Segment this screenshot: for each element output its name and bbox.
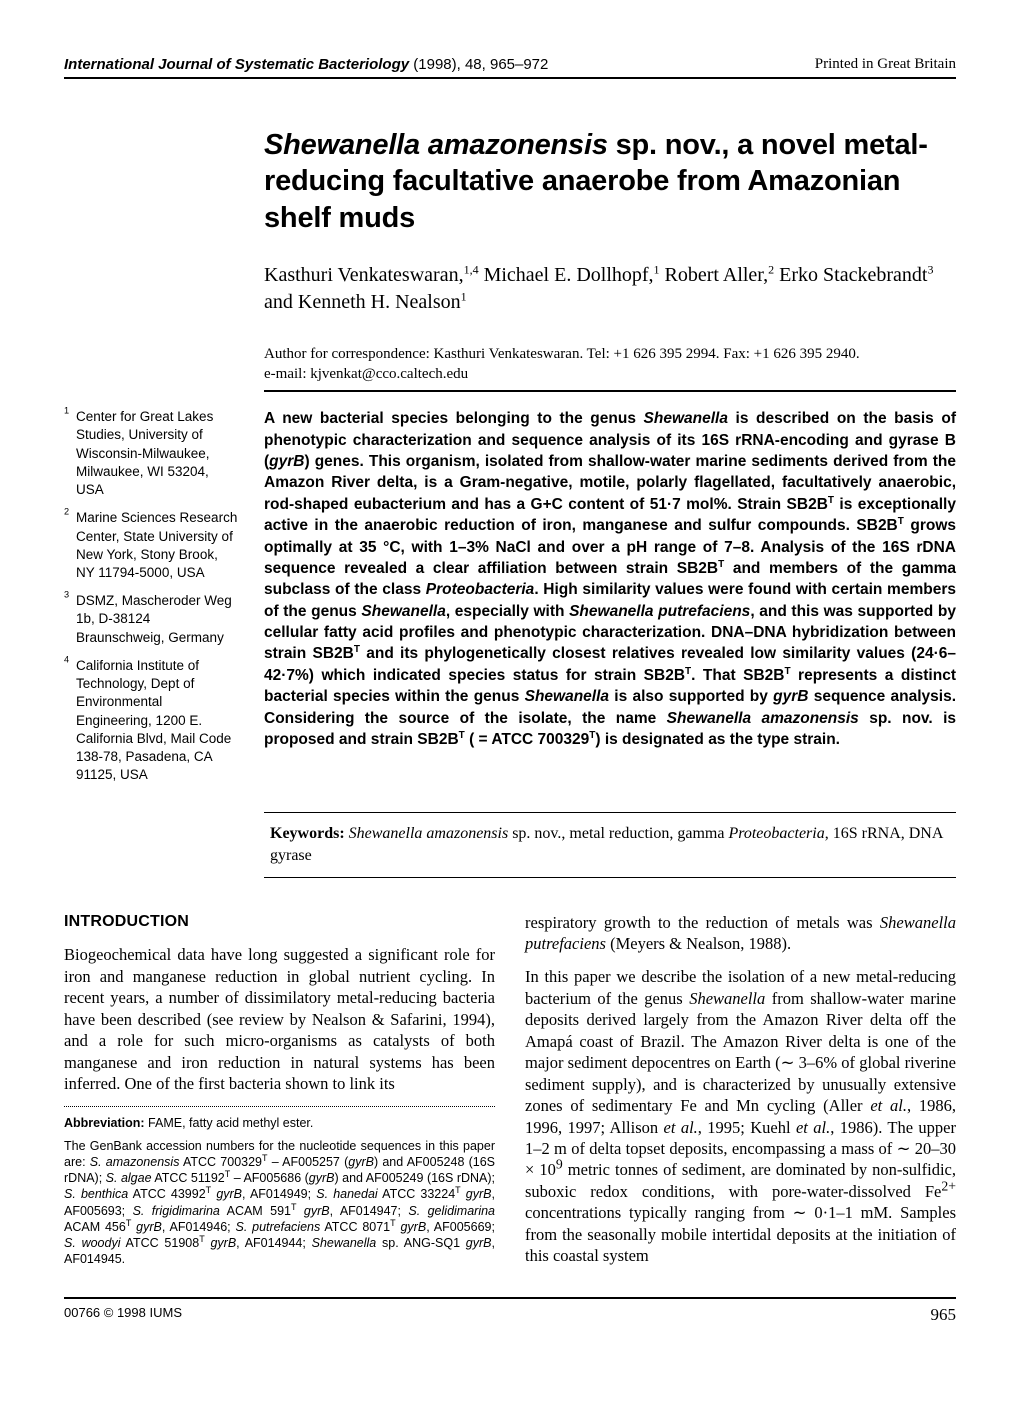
article-title: Shewanella amazonensis sp. nov., a novel… (264, 127, 956, 236)
page: International Journal of Systematic Bact… (0, 0, 1020, 1402)
body-columns: INTRODUCTION Biogeochemical data have lo… (64, 912, 956, 1279)
column-left: INTRODUCTION Biogeochemical data have lo… (64, 912, 495, 1279)
intro-para-1: Biogeochemical data have long suggested … (64, 944, 495, 1094)
affiliation-2: 2 Marine Sciences Research Center, State… (64, 509, 240, 582)
keywords-text: Shewanella amazonensis sp. nov., metal r… (270, 825, 943, 864)
title-species: Shewanella amazonensis (264, 129, 608, 161)
correspondence-line2: e-mail: kjvenkat@cco.caltech.edu (264, 364, 956, 384)
printed-in: Printed in Great Britain (815, 56, 956, 73)
affiliations: 1 Center for Great Lakes Studies, Univer… (64, 408, 240, 794)
copyright: 00766 © 1998 IUMS (64, 1305, 182, 1325)
affiliation-1: 1 Center for Great Lakes Studies, Univer… (64, 408, 240, 499)
title-block: Shewanella amazonensis sp. nov., a novel… (264, 127, 956, 236)
abstract: A new bacterial species belonging to the… (264, 408, 956, 794)
page-footer: 00766 © 1998 IUMS 965 (64, 1297, 956, 1325)
correspondence: Author for correspondence: Kasthuri Venk… (264, 344, 956, 385)
correspondence-rule (264, 390, 956, 392)
keywords-box: Keywords: Shewanella amazonensis sp. nov… (264, 812, 956, 877)
affiliation-3: 3 DSMZ, Mascheroder Weg 1b, D-38124 Brau… (64, 592, 240, 647)
abbreviation-note: Abbreviation: FAME, fatty acid methyl es… (64, 1115, 495, 1131)
authors: Kasthuri Venkateswaran,1,4 Michael E. Do… (264, 262, 956, 316)
affiliation-4: 4 California Institute of Technology, De… (64, 657, 240, 785)
column-right: respiratory growth to the reduction of m… (525, 912, 956, 1279)
page-number: 965 (931, 1305, 957, 1325)
section-heading-introduction: INTRODUCTION (64, 912, 495, 933)
genbank-note: The GenBank accession numbers for the nu… (64, 1138, 495, 1268)
correspondence-line1: Author for correspondence: Kasthuri Venk… (264, 344, 956, 364)
abstract-block: 1 Center for Great Lakes Studies, Univer… (64, 408, 956, 794)
footnote-rule (64, 1106, 495, 1107)
journal-year-vol: (1998), 48, 965–972 (409, 56, 548, 73)
journal-name: International Journal of Systematic Bact… (64, 56, 409, 73)
intro-para-2: In this paper we describe the isolation … (525, 966, 956, 1266)
intro-para-1-cont: respiratory growth to the reduction of m… (525, 912, 956, 955)
running-head: International Journal of Systematic Bact… (64, 56, 956, 79)
footnotes: Abbreviation: FAME, fatty acid methyl es… (64, 1115, 495, 1267)
journal-citation: International Journal of Systematic Bact… (64, 56, 548, 73)
keywords-label: Keywords: (270, 825, 345, 842)
